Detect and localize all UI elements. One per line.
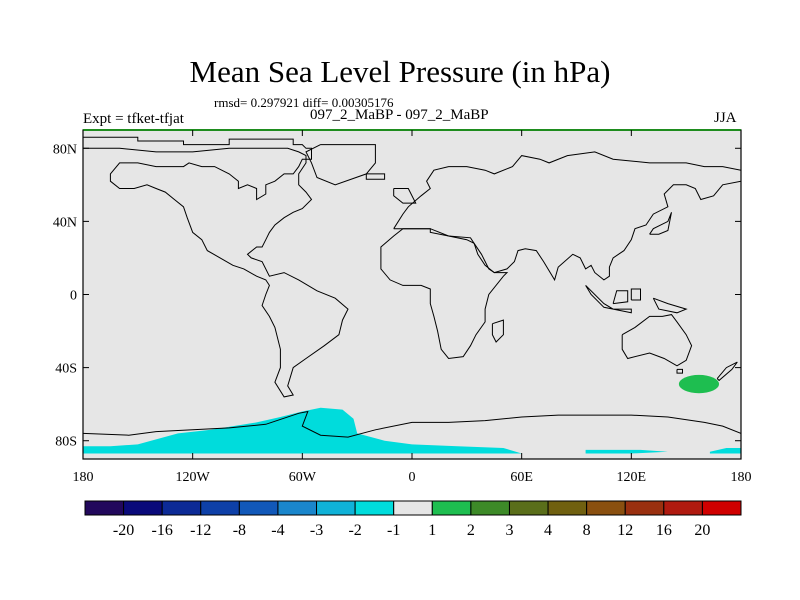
colorbar-swatch bbox=[393, 500, 433, 516]
y-tick-label: 80N bbox=[53, 142, 77, 157]
colorbar-swatch bbox=[123, 500, 163, 516]
colorbar-label: 1 bbox=[428, 522, 436, 539]
season-label: JJA bbox=[714, 110, 737, 126]
map-layer bbox=[82, 129, 742, 460]
coastline-13 bbox=[716, 361, 738, 382]
coastline-12 bbox=[676, 368, 683, 374]
coastline-0 bbox=[83, 136, 349, 398]
colorbar-swatch bbox=[316, 500, 356, 516]
colorbar: -20 -16 -12 -8 -4 -3 -2 -1 1 2 3 4 8 12 16 20 bbox=[84, 500, 742, 539]
coastline-10 bbox=[652, 297, 688, 314]
colorbar-label: 20 bbox=[694, 522, 710, 539]
colorbar-label: 2 bbox=[467, 522, 475, 539]
coastline-11 bbox=[621, 314, 693, 367]
x-tick-label: 180 bbox=[731, 470, 752, 485]
anomaly-region-antarctic-low bbox=[83, 407, 522, 454]
colorbar-label: 12 bbox=[617, 522, 633, 539]
colorbar-swatch bbox=[586, 500, 626, 516]
colorbar-label: -2 bbox=[348, 522, 361, 539]
x-tick-label: 0 bbox=[409, 470, 416, 485]
experiment-subtitle: 097_2_MaBP - 097_2_MaBP bbox=[310, 107, 489, 123]
x-tick-label: 60W bbox=[289, 470, 317, 485]
map-background bbox=[83, 130, 741, 459]
coastline-15 bbox=[83, 410, 741, 438]
x-tick-label: 120E bbox=[617, 470, 647, 485]
colorbar-swatch bbox=[470, 500, 510, 516]
colorbar-swatch bbox=[431, 500, 472, 516]
coastline-7 bbox=[585, 285, 632, 314]
colorbar-label: -8 bbox=[233, 522, 246, 539]
colorbar-label: -20 bbox=[113, 522, 134, 539]
anomaly-region-antarctic-low-east bbox=[585, 449, 668, 454]
colorbar-swatch bbox=[624, 500, 665, 516]
x-tick-label: 120W bbox=[176, 470, 211, 485]
colorbar-label: -3 bbox=[310, 522, 323, 539]
colorbar-swatch bbox=[277, 500, 318, 516]
coastline-14 bbox=[649, 212, 672, 235]
coastline-4 bbox=[393, 151, 741, 282]
colorbar-label: -1 bbox=[387, 522, 400, 539]
experiment-label: Expt = tfket-tfjat bbox=[83, 111, 184, 127]
colorbar-label: 16 bbox=[656, 522, 672, 539]
stats-line: rmsd= 0.297921 diff= 0.00305176 bbox=[214, 95, 394, 110]
colorbar-swatch bbox=[238, 500, 279, 516]
y-tick-label: 40S bbox=[55, 362, 77, 377]
anomaly-region-antarctic-low-edge bbox=[709, 448, 741, 454]
coastline-5 bbox=[380, 228, 509, 360]
coastline-3 bbox=[393, 188, 417, 204]
colorbar-label: 4 bbox=[544, 522, 552, 539]
figure-title: Mean Sea Level Pressure (in hPa) bbox=[189, 54, 611, 89]
colorbar-label: -12 bbox=[190, 522, 211, 539]
x-tick-label: 180 bbox=[73, 470, 94, 485]
colorbar-label: -4 bbox=[271, 522, 284, 539]
map-axes: 180 120W 60W 0 60E 120E 180 80N 40N 0 40S 80S bbox=[53, 130, 752, 485]
colorbar-label: 3 bbox=[505, 522, 513, 539]
colorbar-label: 8 bbox=[583, 522, 591, 539]
y-tick-label: 40N bbox=[53, 215, 77, 230]
coastline-1 bbox=[305, 144, 376, 186]
colorbar-swatch bbox=[161, 500, 202, 516]
colorbar-swatch bbox=[701, 500, 742, 516]
colorbar-swatch bbox=[354, 500, 395, 516]
y-tick-label: 80S bbox=[55, 435, 77, 450]
x-tick-label: 60E bbox=[510, 470, 533, 485]
colorbar-swatch bbox=[547, 500, 588, 516]
colorbar-swatch bbox=[84, 500, 125, 516]
y-tick-label: 0 bbox=[70, 289, 77, 304]
anomaly-region-south-pacific-high bbox=[678, 374, 720, 394]
coastline-2 bbox=[365, 173, 386, 180]
colorbar-swatch bbox=[663, 500, 703, 516]
coastline-9 bbox=[630, 288, 641, 301]
colorbar-label: -16 bbox=[152, 522, 173, 539]
colorbar-swatch bbox=[200, 500, 240, 516]
coastline-6 bbox=[491, 319, 504, 343]
colorbar-swatch bbox=[508, 500, 549, 516]
coastline-8 bbox=[612, 290, 629, 305]
